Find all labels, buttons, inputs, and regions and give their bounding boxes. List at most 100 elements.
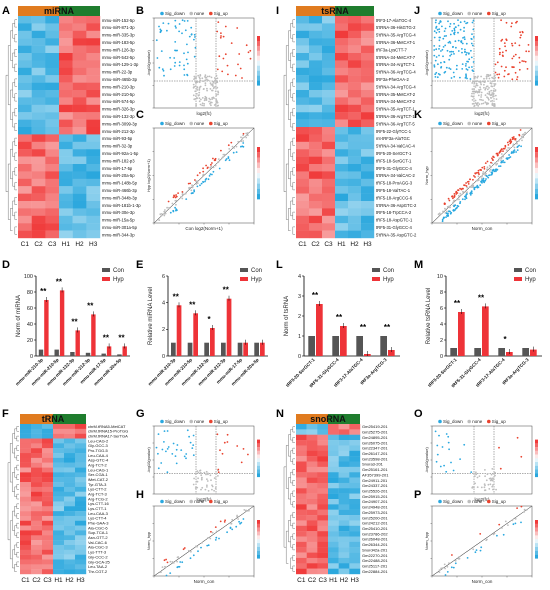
- volcano-point: [505, 66, 507, 69]
- volcano-point: [483, 83, 485, 86]
- volcano-point: [476, 76, 479, 79]
- heatmap-cell: [309, 60, 323, 68]
- scatter-point: [214, 539, 217, 541]
- heatmap-cell: [64, 535, 76, 541]
- heatmap-cell: [349, 557, 361, 564]
- heatmap-cell: [322, 38, 336, 46]
- scatter-point: [494, 162, 497, 165]
- colorbar-step: [257, 167, 260, 174]
- heatmap-cell: [296, 493, 307, 500]
- scatter-point: [510, 152, 513, 155]
- dendrogram-branch: [14, 152, 17, 161]
- heatmap-cell: [296, 67, 310, 76]
- volcano-point: [217, 90, 219, 93]
- heatmap-cell: [75, 433, 87, 439]
- scatter-point: [235, 525, 238, 528]
- heatmap-cell: [338, 563, 350, 569]
- scatter-point: [469, 178, 471, 181]
- y-tick-label: 6: [162, 274, 165, 280]
- volcano-point: [441, 48, 444, 51]
- volcano-point: [433, 30, 436, 33]
- scatter-point: [174, 206, 177, 209]
- heatmap-cell: [72, 82, 87, 91]
- scatter-point: [476, 186, 479, 189]
- heatmap-cell: [309, 97, 323, 105]
- scatter-point: [213, 159, 216, 162]
- legend-swatch-hyp: [240, 277, 248, 281]
- heatmap-cell: [42, 472, 54, 478]
- heatmap-cell: [72, 164, 87, 172]
- heatmap-cell: [86, 23, 101, 31]
- heatmap-cell: [86, 164, 101, 172]
- dendrogram-branch: [12, 472, 15, 492]
- volcano-point: [481, 80, 484, 83]
- heatmap-cell: [53, 549, 65, 555]
- heatmap-cell: [72, 171, 87, 179]
- heatmap-cell: [349, 424, 361, 430]
- volcano-point: [438, 45, 441, 47]
- volcano-point: [463, 20, 466, 23]
- heatmap-cell: [18, 208, 32, 216]
- heatmap-cell: [64, 424, 76, 430]
- heatmap-cell: [317, 525, 329, 532]
- axis-label-x: log2(fc): [196, 111, 212, 116]
- heatmap-cell: [31, 472, 43, 478]
- dendrogram-branch: [16, 513, 19, 519]
- dendrogram-branch: [7, 45, 11, 105]
- dendrogram-branch: [10, 89, 13, 120]
- heatmap-cell: [296, 208, 310, 216]
- heatmap-row-label: tRF5-18-SerGCT-1: [376, 158, 412, 163]
- scatter-point: [205, 177, 208, 180]
- volcano-point: [442, 55, 444, 58]
- scatter-point: [519, 129, 522, 131]
- volcano-point: [484, 101, 487, 103]
- volcano-point: [487, 80, 489, 82]
- volcano-point: [501, 38, 504, 41]
- dendrogram-branch: [16, 474, 19, 480]
- diagonal-line: [153, 127, 255, 224]
- heatmap-row-label: chrM.tRNA5-MetCAT: [88, 424, 126, 429]
- y-tick-label: 4: [298, 274, 301, 280]
- heatmap-cell: [72, 23, 87, 31]
- volcano-point: [505, 21, 508, 24]
- heatmap-cell: [361, 104, 375, 113]
- heatmap-cell: [361, 164, 375, 172]
- dendrogram-branch: [290, 112, 293, 128]
- volcano-point: [204, 79, 207, 82]
- volcano-point: [203, 471, 206, 474]
- heatmap-cell: [31, 223, 46, 231]
- scatter-point: [202, 167, 205, 170]
- heatmap-cell: [45, 23, 60, 31]
- heatmap-cell: [306, 568, 318, 575]
- heatmap-row-label: mmu-miR-20a-5p: [102, 173, 135, 178]
- heatmap-cell: [86, 230, 101, 239]
- volcano-point: [155, 446, 158, 449]
- heatmap-cell: [31, 520, 43, 526]
- dendrogram-branch: [290, 472, 293, 484]
- heatmap-row-label: mmu-miR-344b-3p: [102, 195, 138, 200]
- volcano-point: [472, 19, 475, 22]
- heatmap-col-label: C1: [21, 577, 30, 584]
- heatmap-cell: [18, 30, 32, 39]
- volcano-point: [180, 449, 183, 451]
- heatmap-cell: [31, 530, 43, 536]
- dendrogram-branch: [288, 520, 291, 543]
- diagonal-line: [431, 505, 533, 577]
- scatter-point: [164, 209, 166, 211]
- heatmap-cell: [317, 450, 329, 457]
- heatmap-cell: [309, 45, 323, 54]
- heatmap-row-label: tRF3a-PheGAA-2: [376, 77, 409, 82]
- volcano-point: [470, 471, 473, 473]
- scatter-point: [480, 169, 482, 171]
- scatter-point: [240, 136, 242, 139]
- scatter-point: [206, 167, 209, 170]
- volcano-point: [465, 53, 467, 56]
- heatmap-cell: [322, 156, 336, 165]
- volcano-point: [445, 470, 448, 473]
- scatter-point: [515, 151, 517, 153]
- volcano-point: [214, 86, 217, 88]
- volcano-point: [206, 484, 208, 487]
- heatmap-cell: [296, 541, 307, 548]
- heatmap-cell: [64, 472, 76, 478]
- heatmap-col-label: H2: [340, 577, 349, 584]
